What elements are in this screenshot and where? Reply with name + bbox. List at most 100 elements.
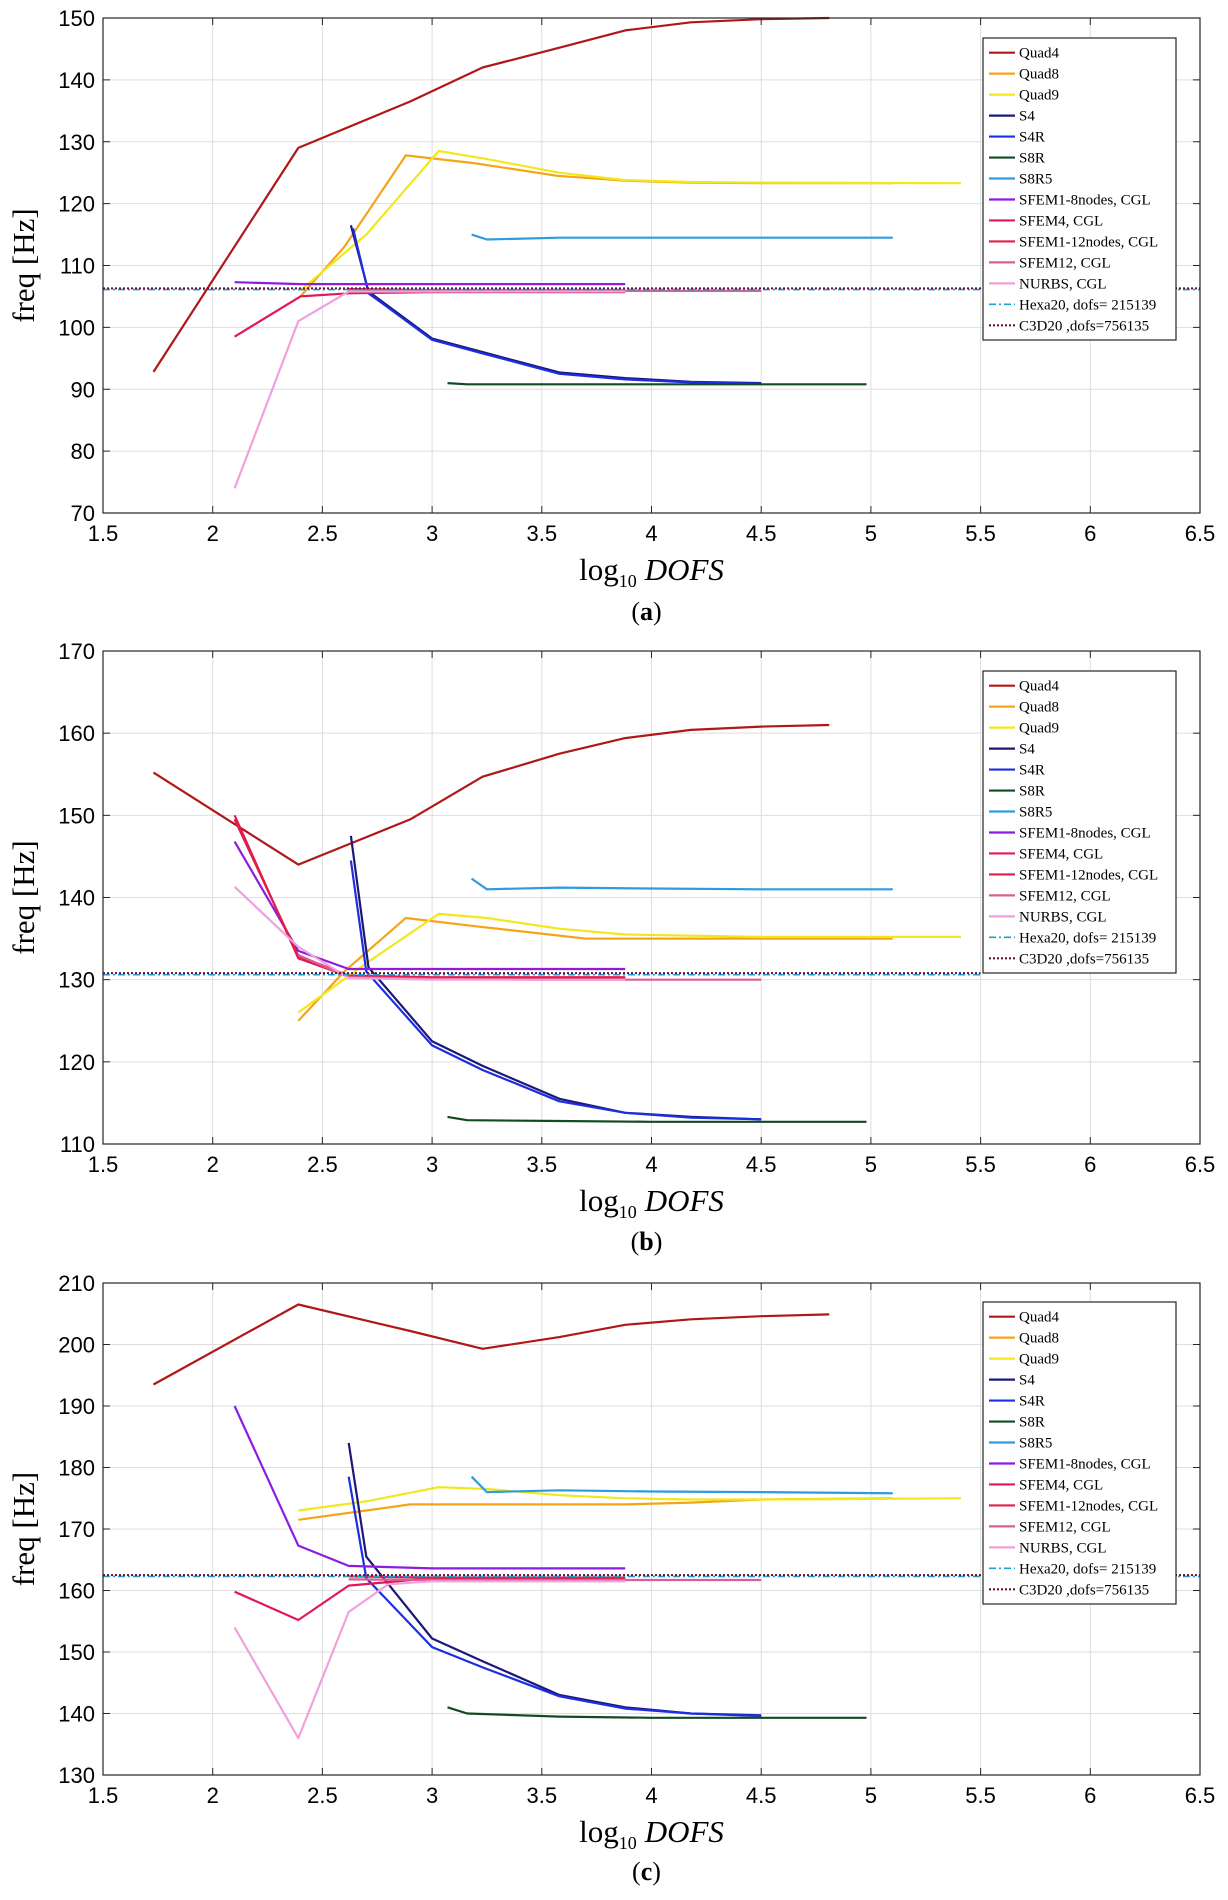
y-tick-label: 120 [58,1050,95,1075]
x-tick-label: 4 [645,521,657,546]
legend-label-sfem1-8nodes-cgl: SFEM1-8nodes, CGL [1019,1456,1151,1472]
legend-label-quad4: Quad4 [1019,679,1059,695]
x-tick-label: 2.5 [307,1152,338,1177]
x-tick-label: 6 [1084,521,1096,546]
series-group [103,16,1200,489]
x-tick-label: 3 [426,1783,438,1808]
ticks: 1.5 2 2.5 3 3.5 4 4.5 5 5.5 6 6.5 110 120 130 140 150 16… [58,639,1215,1177]
y-tick-label: 170 [58,639,95,664]
series-line-s8r5 [471,233,893,241]
x-tick-label: 5 [865,1783,877,1808]
y-tick-label: 150 [58,6,95,31]
legend-box [982,1301,1177,1605]
y-tick-label: 160 [58,1579,95,1604]
legend-label-quad4: Quad4 [1019,46,1059,62]
series-line-sfem1-8nodes-cgl [233,1405,626,1570]
series-line-quad4 [152,1303,830,1386]
panel-label: (b) [631,1227,663,1256]
series-line-quad9 [299,149,961,292]
y-tick-label: 110 [60,1132,95,1157]
x-tick-label: 3.5 [527,1783,558,1808]
y-tick-label: 190 [58,1394,95,1419]
series-line-s8r [447,382,867,386]
legend-label-s8r: S8R [1019,1415,1045,1431]
legend-label-c3d20-dofs-756135: C3D20 ,dofs=756135 [1019,951,1149,967]
legend-label-s8r: S8R [1019,784,1045,800]
legend-label-sfem1-12nodes-cgl: SFEM1-12nodes, CGL [1019,1498,1158,1514]
legend: Quad4 Quad8 Quad9 S4 S4R S8R S8R5 SFEM1-8nodes,… [982,37,1177,341]
legend-label-sfem4-cgl: SFEM4, CGL [1019,213,1103,229]
x-tick-label: 6.5 [1185,1152,1216,1177]
series-line-nurbs-cgl [233,1580,626,1740]
legend-label-s4r: S4R [1019,130,1045,146]
series-line-quad4 [152,723,830,866]
panel-label: (c) [632,1857,661,1886]
legend-label-nurbs-cgl: NURBS, CGL [1019,909,1107,925]
x-axis-label: log10 DOFS [579,1183,724,1222]
legend-label-c3d20-dofs-756135: C3D20 ,dofs=756135 [1019,318,1149,334]
legend-label-sfem12-cgl: SFEM12, CGL [1019,888,1111,904]
x-tick-label: 1.5 [88,1152,119,1177]
x-tick-label: 5.5 [965,1783,996,1808]
x-tick-label: 3.5 [527,521,558,546]
x-tick-label: 5 [865,521,877,546]
legend-label-c3d20-dofs-756135: C3D20 ,dofs=756135 [1019,1582,1149,1598]
y-axis-label: freq [Hz] [6,840,41,954]
series-line-s8r [447,1115,867,1123]
x-axis-label: log10 DOFS [579,552,724,591]
x-axis-label: log10 DOFS [579,1814,724,1853]
y-tick-label: 170 [58,1517,95,1542]
legend-label-quad4: Quad4 [1019,1310,1059,1326]
chart-panel-1: 1.5 2 2.5 3 3.5 4 4.5 5 5.5 6 6.5 70 80 90 100 110 120 13… [6,6,1215,626]
y-axis-label: freq [Hz] [6,1472,41,1586]
legend-label-s4r: S4R [1019,1394,1045,1410]
legend-label-sfem1-8nodes-cgl: SFEM1-8nodes, CGL [1019,192,1151,208]
legend-label-s8r5: S8R5 [1019,805,1052,821]
y-tick-label: 200 [58,1333,95,1358]
x-tick-label: 4.5 [746,521,777,546]
x-tick-label: 5 [865,1152,877,1177]
x-tick-label: 6 [1084,1152,1096,1177]
x-tick-label: 5.5 [965,1152,996,1177]
legend-label-sfem1-12nodes-cgl: SFEM1-12nodes, CGL [1019,234,1158,250]
x-tick-label: 4.5 [746,1783,777,1808]
y-tick-label: 160 [58,721,95,746]
series-line-quad4 [152,16,830,373]
series-line-s4r [347,1476,762,1718]
series-line-s8r5 [470,1475,893,1495]
series-line-s8r5 [470,877,893,891]
legend-label-sfem12-cgl: SFEM12, CGL [1019,255,1111,271]
legend-label-sfem4-cgl: SFEM4, CGL [1019,1477,1103,1493]
x-tick-label: 2.5 [307,521,338,546]
series-line-s4r [349,860,762,1121]
series-line-sfem1-12nodes-cgl [233,818,626,979]
legend-label-quad9: Quad9 [1019,1352,1059,1368]
x-tick-label: 5.5 [965,521,996,546]
legend: Quad4 Quad8 Quad9 S4 S4R S8R S8R5 SFEM1-8nodes,… [982,1301,1177,1605]
x-tick-label: 3 [426,1152,438,1177]
y-tick-label: 140 [58,886,95,911]
legend-label-s4: S4 [1019,109,1035,125]
x-tick-label: 4.5 [746,1152,777,1177]
ticks: 1.5 2 2.5 3 3.5 4 4.5 5 5.5 6 6.5 70 80 90 100 110 120 13… [58,6,1215,546]
y-tick-label: 130 [58,968,95,993]
legend-label-quad8: Quad8 [1019,700,1059,716]
legend-label-quad8: Quad8 [1019,67,1059,83]
x-tick-label: 3.5 [527,1152,558,1177]
series-line-quad9 [298,1486,961,1512]
y-tick-label: 70 [71,501,95,526]
y-tick-label: 90 [71,377,95,402]
y-tick-label: 140 [58,1702,95,1727]
legend-box [982,670,1177,974]
x-tick-label: 4 [645,1783,657,1808]
x-tick-label: 3 [426,521,438,546]
legend-label-hexa20-dofs-215139: Hexa20, dofs= 215139 [1019,930,1156,946]
y-tick-label: 100 [58,315,95,340]
legend-label-nurbs-cgl: NURBS, CGL [1019,276,1107,292]
series-group [103,1303,1200,1740]
chart-panel-2: 1.5 2 2.5 3 3.5 4 4.5 5 5.5 6 6.5 110 120 130 140 150 16… [6,639,1215,1256]
x-tick-label: 2 [207,521,219,546]
x-tick-label: 1.5 [88,521,119,546]
legend-label-quad9: Quad9 [1019,721,1059,737]
